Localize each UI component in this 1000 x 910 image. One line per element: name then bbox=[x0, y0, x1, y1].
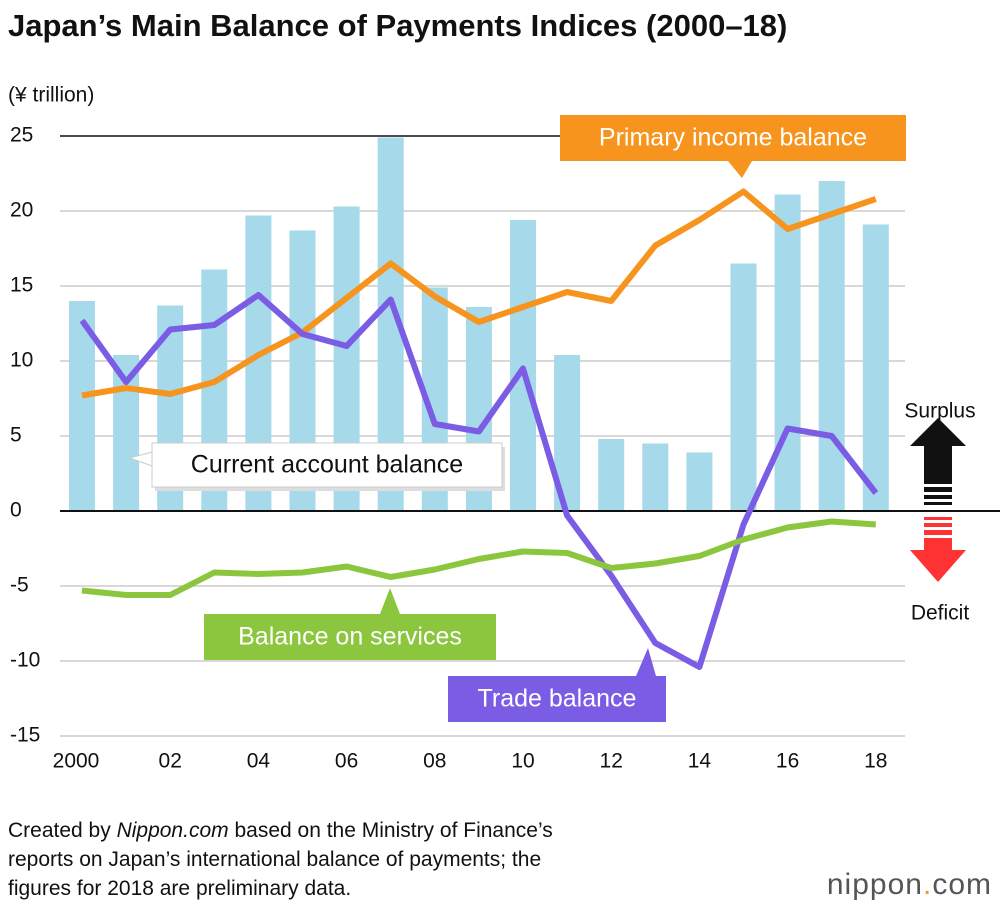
note-text: reports on Japan’s international balance… bbox=[8, 848, 542, 871]
line-series bbox=[79, 292, 879, 670]
label-box bbox=[560, 115, 906, 161]
series-label: Current account balance bbox=[128, 442, 505, 491]
label-box bbox=[448, 676, 666, 722]
x-tick-label: 08 bbox=[423, 750, 446, 773]
chart: Japan’s Main Balance of Payments Indices… bbox=[8, 8, 1000, 773]
x-tick-label: 16 bbox=[776, 750, 799, 773]
lines bbox=[79, 188, 879, 670]
y-tick-label: 10 bbox=[10, 349, 33, 372]
bar bbox=[730, 263, 757, 511]
note-line: reports on Japan’s international balance… bbox=[8, 845, 553, 874]
note-text: based on the Ministry of Finance’s bbox=[228, 819, 553, 842]
legend-label: Current account balance bbox=[191, 451, 463, 479]
note-text: Nippon.com bbox=[116, 819, 229, 842]
y-tick-label: 0 bbox=[10, 499, 22, 522]
note-text: Created by bbox=[8, 819, 117, 842]
logo-text: . bbox=[922, 868, 933, 901]
x-tick-label: 02 bbox=[159, 750, 182, 773]
y-tick-label: 15 bbox=[10, 274, 33, 297]
line-series bbox=[81, 518, 877, 598]
bar bbox=[818, 181, 845, 511]
label-pointer bbox=[728, 161, 752, 178]
chart-title: Japan’s Main Balance of Payments Indices… bbox=[8, 8, 787, 43]
bar bbox=[598, 439, 625, 511]
note-line: figures for 2018 are preliminary data. bbox=[8, 874, 553, 903]
x-tick-label: 04 bbox=[247, 750, 271, 773]
labels: Current account balance Primary income ba… bbox=[128, 115, 906, 722]
label-pointer bbox=[636, 648, 656, 676]
x-tick-label: 14 bbox=[688, 750, 712, 773]
legend-label: Primary income balance bbox=[599, 124, 867, 152]
bar bbox=[686, 452, 713, 511]
label-pointer bbox=[380, 588, 400, 614]
y-tick-label: -15 bbox=[10, 724, 40, 747]
legend-label: Trade balance bbox=[478, 685, 637, 713]
legend-label: Balance on services bbox=[238, 623, 462, 651]
logo-text: com bbox=[932, 868, 992, 901]
deficit-arrow bbox=[910, 517, 966, 582]
bar bbox=[774, 194, 801, 511]
series-label: Primary income balance bbox=[560, 115, 906, 178]
source-note: Created by Nippon.com based on the Minis… bbox=[8, 816, 553, 903]
logo-text: nippon bbox=[826, 868, 923, 901]
y-tick-label: -10 bbox=[10, 649, 40, 672]
note-line: Created by Nippon.com based on the Minis… bbox=[8, 816, 553, 845]
note-text: figures for 2018 are preliminary data. bbox=[8, 877, 352, 900]
bar bbox=[862, 224, 889, 511]
surplus-label: Surplus bbox=[904, 400, 975, 423]
y-tick-label: 20 bbox=[10, 199, 33, 222]
logo: nippon.com bbox=[827, 868, 992, 902]
bar bbox=[642, 443, 669, 511]
x-tick-label: 06 bbox=[335, 750, 358, 773]
series-label: Trade balance bbox=[448, 648, 666, 722]
label-box bbox=[204, 614, 496, 660]
series-label: Balance on services bbox=[204, 588, 496, 660]
x-tick-label: 10 bbox=[511, 750, 534, 773]
y-axis-label: (¥ trillion) bbox=[8, 84, 94, 107]
y-tick-label: -5 bbox=[10, 574, 29, 597]
label-box bbox=[151, 442, 503, 488]
y-tick-label: 5 bbox=[10, 424, 22, 447]
x-tick-label: 2000 bbox=[53, 750, 100, 773]
x-tick-label: 12 bbox=[600, 750, 623, 773]
surplus-arrow bbox=[910, 418, 966, 505]
x-tick-label: 18 bbox=[864, 750, 887, 773]
y-tick-label: 25 bbox=[10, 124, 33, 147]
line-series bbox=[81, 188, 877, 399]
deficit-label: Deficit bbox=[911, 602, 970, 625]
